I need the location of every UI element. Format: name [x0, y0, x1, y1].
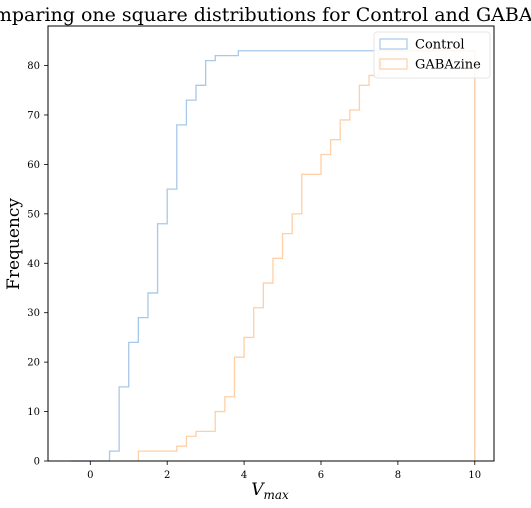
series-layer	[71, 50, 476, 462]
x-tick-label: 0	[87, 470, 93, 481]
x-tick-label: 4	[241, 470, 247, 481]
x-tick-label: 10	[468, 470, 481, 481]
y-tick-label: 50	[27, 209, 40, 220]
y-tick-label: 70	[27, 110, 40, 121]
y-tick-label: 30	[27, 308, 40, 319]
y-tick-label: 0	[34, 457, 40, 468]
legend-label-control: Control	[415, 38, 465, 53]
chart-title: Comparing one square distributions for C…	[0, 4, 531, 26]
legend-label-gabazine: GABAzine	[415, 58, 481, 73]
series-gabazine-step	[137, 50, 476, 461]
plot-area	[48, 26, 494, 461]
axes-spines	[47, 25, 495, 462]
x-axis-label: Vmax	[251, 480, 289, 502]
x-tick-label: 8	[395, 470, 401, 481]
series-control-step	[71, 50, 476, 462]
legend-swatch-gabazine	[379, 58, 408, 70]
y-tick-label: 60	[27, 160, 40, 171]
y-tick-label: 20	[27, 358, 40, 369]
y-axis-label: Frequency	[4, 198, 24, 290]
y-tick-label: 10	[27, 407, 40, 418]
y-tick-label: 80	[27, 61, 40, 72]
plot-background	[48, 26, 494, 461]
legend-box	[373, 31, 491, 79]
tick-layer: 0 2 4 6 8 10 0 10 20 30 40 50 60 70 80	[27, 61, 481, 481]
y-tick-label: 40	[27, 259, 40, 270]
axes-frame	[47, 25, 495, 462]
legend-swatch-control	[379, 38, 408, 50]
x-tick-label: 6	[318, 470, 324, 481]
x-tick-label: 2	[164, 470, 170, 481]
legend: Control GABAzine	[373, 31, 491, 79]
